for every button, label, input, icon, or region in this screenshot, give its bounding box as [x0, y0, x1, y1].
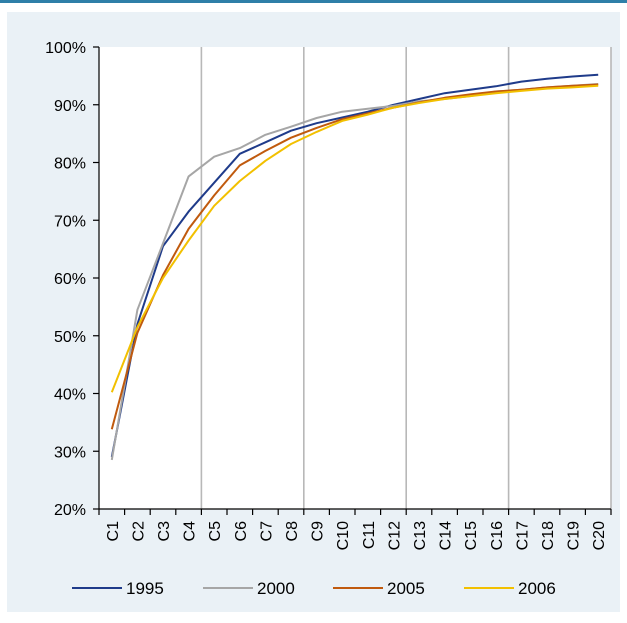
x-tick-label: C10 [335, 521, 352, 550]
x-tick-label: C11 [361, 521, 378, 549]
x-tick-label: C13 [412, 521, 429, 550]
axes: 20% 30% 40% 50% 60% 70% 80% 90% 100% C1 C2 C3 C4 C5 C6… [45, 40, 612, 550]
x-tick-label: C1 [105, 521, 122, 542]
x-tick-label: C3 [156, 521, 173, 542]
x-tick-label: C16 [489, 521, 506, 550]
y-tick-label: 30% [54, 444, 86, 461]
series-line-1995 [110, 73, 599, 458]
series-line-2006 [110, 84, 599, 393]
y-tick-label: 90% [54, 98, 86, 115]
series-lines [110, 73, 599, 461]
x-tick-label: C5 [207, 521, 224, 542]
x-tick-label: C12 [386, 521, 403, 550]
legend: 1995 2000 2005 2006 [72, 579, 556, 598]
gridlines [99, 47, 612, 509]
x-tick-label: C6 [233, 521, 250, 542]
legend-label-2000: 2000 [257, 579, 295, 598]
x-tick-label: C15 [463, 521, 480, 550]
legend-label-1995: 1995 [126, 579, 164, 598]
x-tick-label: C17 [514, 521, 531, 550]
y-tick-label: 40% [54, 387, 86, 404]
series-line-2005 [110, 83, 599, 430]
x-tick-label: C9 [310, 521, 327, 542]
x-tick-label: C20 [591, 521, 608, 550]
x-tick-label: C4 [182, 521, 199, 542]
x-tick-label: C7 [258, 521, 275, 542]
legend-label-2006: 2006 [518, 579, 556, 598]
y-tick-label: 100% [45, 40, 86, 57]
plot-area [99, 47, 611, 509]
x-tick-label: C14 [438, 521, 455, 550]
legend-label-2005: 2005 [387, 579, 425, 598]
y-tick-label: 70% [54, 213, 86, 230]
y-tick-label: 20% [54, 502, 86, 519]
y-tick-label: 60% [54, 271, 86, 288]
y-tick-label: 50% [54, 329, 86, 346]
y-tick-label: 80% [54, 156, 86, 173]
x-tick-label: C2 [130, 521, 147, 542]
x-tick-label: C19 [566, 521, 583, 550]
x-tick-label: C18 [540, 521, 557, 550]
x-tick-label: C8 [284, 521, 301, 542]
